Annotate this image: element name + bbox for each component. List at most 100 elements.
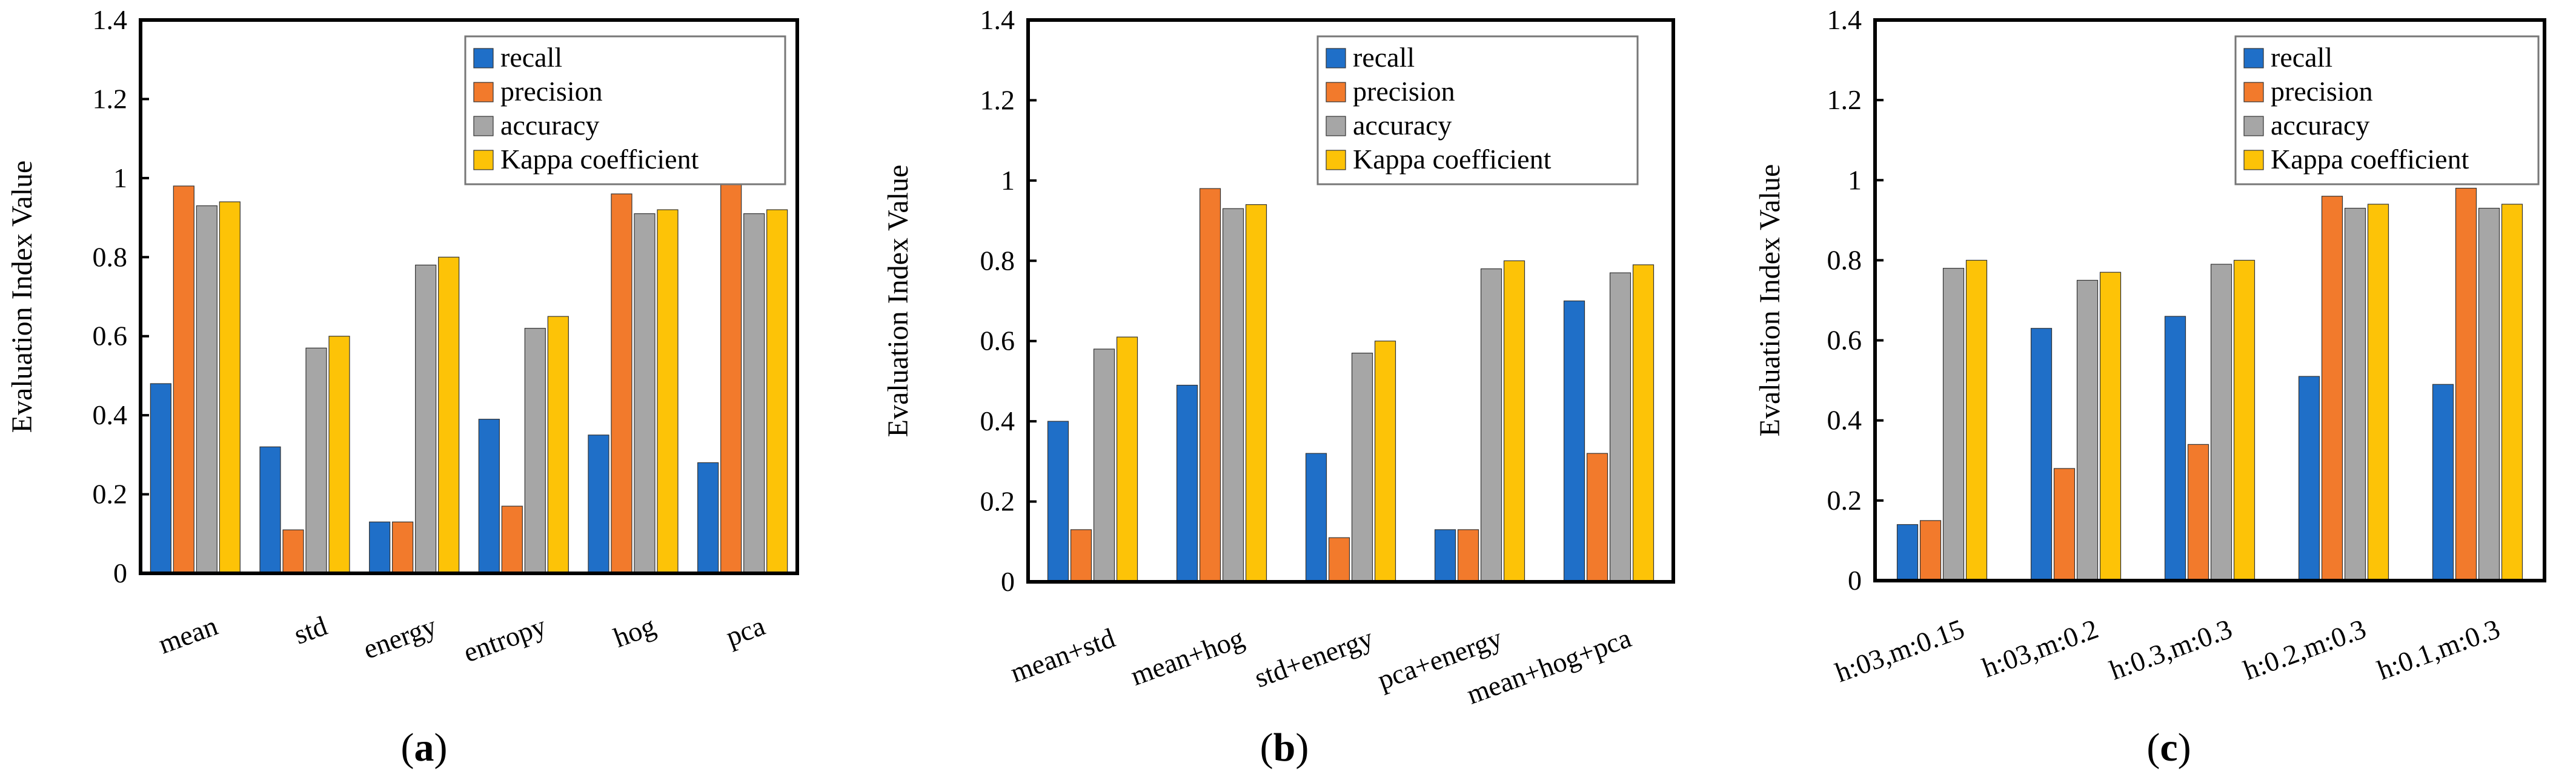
bar-recall-entropy [478, 419, 500, 574]
caption-open-paren: ( [1260, 725, 1273, 770]
plot-frame [1026, 18, 1675, 584]
y-tick-label: 0.8 [980, 245, 1015, 276]
bar-precision-mean+hog+pca [1586, 453, 1608, 582]
legend-label: recall [500, 42, 562, 73]
y-tick-label: 0 [1001, 566, 1015, 597]
legend-label: accuracy [2271, 110, 2369, 141]
bar-accuracy-h:0.1,m:0.3 [2478, 207, 2500, 581]
bar-recall-pca+energy [1434, 529, 1456, 582]
bar-kappa-coefficient-mean [219, 201, 241, 574]
legend-box [2234, 35, 2540, 185]
bar-precision-mean+std [1070, 529, 1092, 582]
y-tick-label: 0.2 [980, 486, 1015, 517]
legend-label: accuracy [1353, 110, 1452, 141]
bar-kappa-coefficient-h:0.3,m:0.3 [2233, 259, 2256, 581]
bar-kappa-coefficient-mean+hog [1245, 204, 1267, 582]
y-tick-label: 0.6 [1827, 325, 1862, 356]
bar-kappa-coefficient-energy [438, 256, 460, 574]
y-tick-label: 0.2 [1827, 485, 1862, 516]
y-tick-label: 0.6 [93, 321, 128, 352]
bar-precision-std [282, 529, 304, 574]
bar-recall-std+energy [1305, 453, 1327, 582]
y-tick-label: 0.8 [93, 241, 128, 272]
x-tick-label: pca [722, 610, 769, 652]
bar-precision-hog [611, 193, 632, 574]
y-tick-label: 1 [1848, 164, 1862, 195]
bar-recall-hog [588, 435, 609, 574]
bar-kappa-coefficient-entropy [547, 316, 569, 574]
legend-label: recall [2271, 42, 2332, 73]
y-tick-label: 0 [1848, 565, 1862, 596]
bar-recall-energy [369, 521, 391, 574]
y-tick-label: 1 [113, 162, 127, 193]
bar-accuracy-h:0.2,m:0.3 [2344, 207, 2366, 581]
x-tick-label: mean+hog [1127, 622, 1248, 691]
bar-kappa-coefficient-pca+energy [1503, 260, 1525, 582]
bar-recall-h:0.2,m:0.3 [2298, 376, 2320, 581]
bar-kappa-coefficient-h:03,m:0.2 [2099, 272, 2122, 581]
bar-accuracy-h:03,m:0.2 [2076, 279, 2099, 581]
bar-recall-h:0.1,m:0.3 [2432, 384, 2454, 581]
y-tick-label: 0.4 [93, 399, 128, 430]
y-tick-label: 0.4 [980, 405, 1015, 436]
bar-recall-mean+std [1047, 421, 1069, 582]
legend-label: Kappa coefficient [1353, 144, 1552, 175]
chart-caption: (c) [2146, 725, 2191, 770]
caption-letter: c [2160, 725, 2177, 770]
legend-swatch-recall [473, 48, 494, 68]
caption-letter: a [414, 725, 434, 770]
caption-open-paren: ( [401, 725, 414, 770]
bar-precision-h:0.3,m:0.3 [2187, 444, 2209, 581]
y-tick-label: 1.2 [980, 84, 1015, 115]
chart-b: mean+std mean+hog std+energypca+energymean… [882, 4, 1675, 770]
y-tick-label: 1 [1001, 165, 1015, 196]
caption-close-paren: ) [434, 725, 448, 770]
y-tick-label: 1.2 [93, 83, 128, 114]
x-tick-label: h:03,m:0.15 [1831, 613, 1968, 688]
bar-recall-h:0.3,m:0.3 [2164, 316, 2186, 581]
bar-accuracy-mean+hog [1222, 208, 1244, 582]
bar-precision-energy [392, 521, 414, 574]
legend-swatch-accuracy [1326, 116, 1346, 136]
legend-label: precision [2271, 76, 2373, 107]
y-tick-label: 1.4 [93, 4, 128, 35]
bar-accuracy-mean+std [1093, 348, 1115, 582]
plot-frame [139, 18, 799, 575]
y-axis-label: Evaluation Index Value [1754, 164, 1786, 437]
bar-kappa-coefficient-std [328, 336, 350, 574]
bar-recall-mean [150, 383, 171, 574]
bar-recall-h:03,m:0.2 [2030, 328, 2053, 581]
y-axis-label: Evaluation Index Value [882, 165, 914, 438]
bar-recall-mean+hog [1176, 384, 1198, 582]
bar-precision-std+energy [1328, 537, 1350, 582]
legend-swatch-kappa-coefficient [473, 150, 494, 170]
legend-swatch-precision [1326, 82, 1346, 102]
chart-c: h:03,m:0.15 h:03,m:0.2 h:0.3,m:0.3 h:0.2,m:… [1754, 4, 2546, 770]
x-tick-label: h:03,m:0.2 [1978, 613, 2102, 683]
bar-precision-mean+hog [1199, 188, 1221, 582]
bar-precision-h:03,m:0.2 [2053, 468, 2076, 581]
x-tick-label: mean+std [1006, 622, 1119, 688]
y-tick-label: 0.4 [1827, 405, 1862, 436]
caption-letter: b [1273, 725, 1296, 770]
y-tick-label: 0 [113, 558, 127, 588]
legend-swatch-kappa-coefficient [2243, 150, 2264, 170]
legend-swatch-kappa-coefficient [1326, 150, 1346, 170]
x-tick-label: h:0.3,m:0.3 [2105, 613, 2236, 685]
legend-label: accuracy [500, 110, 599, 141]
legend-box [1316, 35, 1639, 185]
bar-precision-mean [173, 185, 194, 574]
bar-accuracy-entropy [524, 328, 546, 574]
x-tick-label: h:0.1,m:0.3 [2373, 613, 2504, 685]
caption-open-paren: ( [2146, 725, 2160, 770]
legend-label: Kappa coefficient [500, 144, 699, 175]
bar-accuracy-pca [743, 213, 765, 574]
legend-swatch-accuracy [473, 116, 494, 136]
bar-precision-h:0.2,m:0.3 [2321, 196, 2343, 581]
x-tick-label: energy [359, 610, 440, 664]
bar-kappa-coefficient-pca [766, 209, 788, 574]
x-tick-label: std+energy [1250, 622, 1377, 693]
bar-precision-pca [720, 181, 742, 574]
caption-close-paren: ) [1295, 725, 1309, 770]
